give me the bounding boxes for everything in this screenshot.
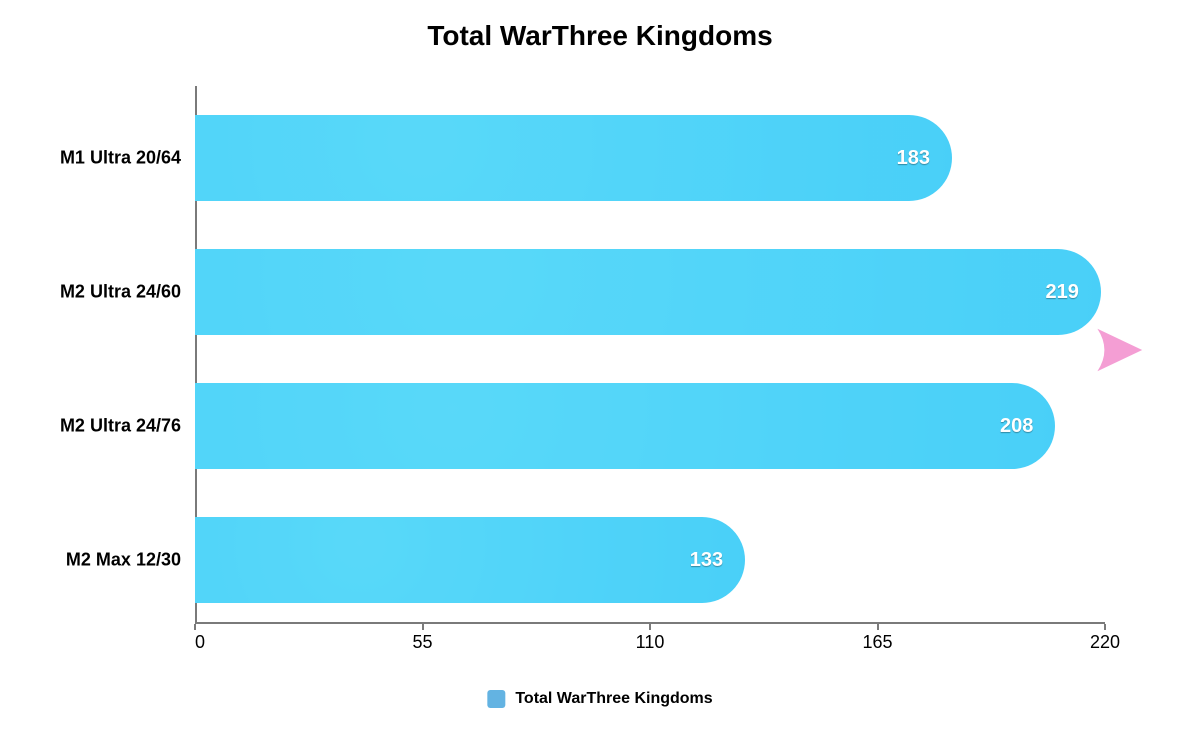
bar-value-label: 208: [1000, 415, 1033, 438]
x-tick-label: 165: [862, 624, 892, 653]
bar: 133: [195, 517, 745, 603]
chart-container: Total WarThree Kingdoms 055110165220183M…: [0, 0, 1200, 742]
bar-value-label: 133: [690, 549, 723, 572]
legend: Total WarThree Kingdoms: [487, 690, 712, 708]
bar-value-label: 183: [897, 147, 930, 170]
legend-swatch: [487, 690, 505, 708]
x-tick-label: 220: [1090, 624, 1120, 653]
bar: 183: [195, 115, 952, 201]
bar: 219: [195, 249, 1101, 335]
x-tick-label: 110: [636, 624, 665, 653]
legend-label: Total WarThree Kingdoms: [515, 690, 712, 708]
y-axis-label: M1 Ultra 20/64: [60, 148, 195, 169]
x-tick-label: 55: [412, 624, 432, 653]
y-axis-label: M2 Ultra 24/60: [60, 282, 195, 303]
bar: 208: [195, 383, 1055, 469]
bar-value-label: 219: [1045, 281, 1078, 304]
x-tick-label: 0: [195, 624, 205, 653]
y-axis-label: M2 Max 12/30: [66, 550, 195, 571]
plot-area: 055110165220183M1 Ultra 20/64219M2 Ultra…: [195, 86, 1105, 624]
y-axis-label: M2 Ultra 24/76: [60, 416, 195, 437]
chart-title: Total WarThree Kingdoms: [40, 20, 1160, 52]
